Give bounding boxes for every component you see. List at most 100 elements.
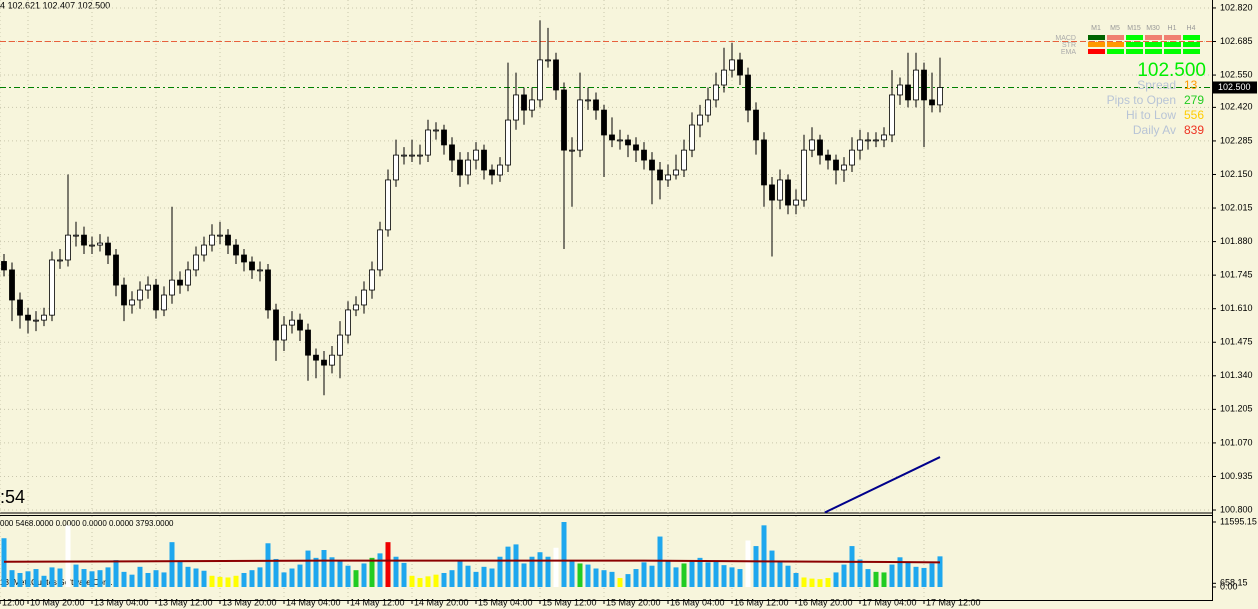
volume-bar bbox=[785, 565, 791, 587]
volume-bar bbox=[113, 560, 119, 587]
candle-body bbox=[881, 134, 887, 141]
candle-body bbox=[665, 174, 671, 181]
volume-bar bbox=[665, 561, 671, 587]
volume-bar bbox=[353, 570, 359, 587]
signal-cell bbox=[1164, 35, 1181, 40]
volume-bar bbox=[385, 542, 391, 587]
candle-body bbox=[321, 359, 327, 366]
volume-bar bbox=[697, 557, 703, 587]
y-tick-label: 102.150 bbox=[1220, 169, 1253, 179]
candle-body bbox=[33, 319, 39, 322]
volume-bar bbox=[409, 575, 415, 587]
candle-body bbox=[809, 139, 815, 151]
stat-label: Spread bbox=[1137, 78, 1176, 92]
x-tick-label: 16 May 04:00 bbox=[670, 597, 725, 607]
volume-bar bbox=[161, 572, 167, 587]
volume-bar bbox=[881, 572, 887, 587]
candle-body bbox=[1, 261, 7, 271]
timeframe-label: H4 bbox=[1187, 25, 1196, 32]
dashboard-price: 102.500 bbox=[1137, 60, 1206, 81]
stat-value: 13 bbox=[1184, 78, 1198, 92]
volume-bar bbox=[761, 525, 767, 587]
volume-bar bbox=[569, 560, 575, 587]
candle-body bbox=[49, 259, 55, 316]
volume-bar bbox=[521, 563, 527, 587]
timeframe-label: M15 bbox=[1127, 25, 1141, 32]
candle-body bbox=[553, 59, 559, 91]
volume-bar bbox=[321, 550, 327, 587]
candle-body bbox=[441, 129, 447, 146]
y-tick-label: 102.550 bbox=[1220, 69, 1253, 79]
timeframe-label: H1 bbox=[1168, 25, 1177, 32]
candle-body bbox=[433, 129, 439, 132]
stat-value: 839 bbox=[1184, 123, 1204, 137]
volume-bar bbox=[241, 572, 247, 587]
volume-bar bbox=[209, 575, 215, 587]
signal-cell bbox=[1145, 49, 1162, 54]
volume-bar bbox=[897, 557, 903, 587]
volume-bar bbox=[561, 522, 567, 587]
volume-bar bbox=[281, 572, 287, 587]
candle-body bbox=[121, 284, 127, 306]
candle-body bbox=[417, 154, 423, 157]
volume-bar bbox=[849, 546, 855, 587]
candle-body bbox=[465, 159, 471, 176]
candle-body bbox=[73, 234, 79, 237]
price-tag-label: 102.500 bbox=[1218, 82, 1251, 92]
candle-body bbox=[473, 149, 479, 161]
candle-body bbox=[233, 244, 239, 256]
volume-bar bbox=[65, 525, 71, 587]
candle-body bbox=[89, 244, 95, 247]
volume-bar bbox=[145, 572, 151, 587]
volume-bar bbox=[313, 557, 319, 587]
volume-bar bbox=[657, 536, 663, 587]
volume-bar bbox=[497, 556, 503, 587]
volume-tick-label: 0.00 bbox=[1220, 581, 1238, 591]
volume-bar bbox=[169, 542, 175, 587]
signal-cell bbox=[1183, 42, 1200, 47]
volume-bar bbox=[57, 568, 63, 587]
y-tick-label: 102.015 bbox=[1220, 202, 1253, 212]
candle-body bbox=[145, 284, 151, 291]
volume-bar bbox=[201, 570, 207, 587]
x-tick-label: 15 May 20:00 bbox=[606, 597, 661, 607]
volume-bar bbox=[97, 570, 103, 587]
candle-body bbox=[265, 269, 271, 311]
candle-body bbox=[849, 149, 855, 166]
candle-body bbox=[873, 139, 879, 142]
candle-body bbox=[305, 329, 311, 356]
candle-body bbox=[921, 69, 927, 101]
volume-bar bbox=[841, 564, 847, 587]
candle-body bbox=[905, 84, 911, 101]
volume-bar bbox=[449, 570, 455, 587]
candle-body bbox=[833, 159, 839, 171]
candle-body bbox=[393, 154, 399, 181]
candle-body bbox=[801, 149, 807, 201]
volume-bar bbox=[177, 561, 183, 587]
volume-bar bbox=[905, 562, 911, 587]
countdown: :54 bbox=[0, 487, 25, 507]
candle-body bbox=[593, 99, 599, 111]
volume-bar bbox=[545, 556, 551, 587]
volume-bar bbox=[153, 570, 159, 587]
x-tick-label: 13 May 04:00 bbox=[94, 597, 149, 607]
candle-body bbox=[857, 139, 863, 151]
volume-bar bbox=[129, 574, 135, 587]
volume-bar bbox=[577, 563, 583, 587]
candle-body bbox=[137, 289, 143, 301]
volume-bar bbox=[401, 562, 407, 587]
candle-body bbox=[537, 59, 543, 101]
volume-bar bbox=[233, 575, 239, 587]
candle-body bbox=[529, 99, 535, 111]
volume-bar bbox=[137, 566, 143, 587]
volume-bar bbox=[617, 578, 623, 587]
price-tag bbox=[1213, 81, 1257, 94]
candle-body bbox=[369, 269, 375, 291]
candle-body bbox=[225, 234, 231, 246]
candle-body bbox=[777, 179, 783, 201]
candle-body bbox=[401, 154, 407, 157]
volume-bar bbox=[585, 564, 591, 587]
x-tick-label: 14 May 04:00 bbox=[286, 597, 341, 607]
candle-body bbox=[41, 314, 47, 321]
